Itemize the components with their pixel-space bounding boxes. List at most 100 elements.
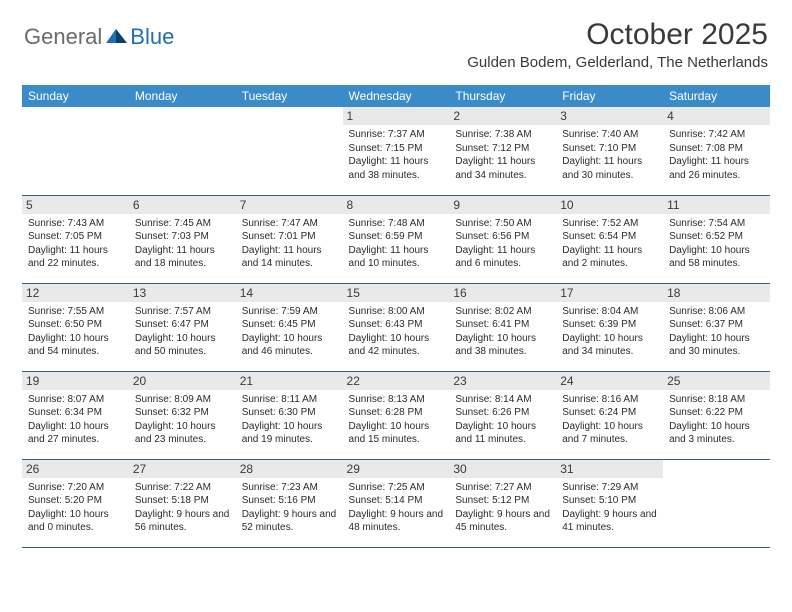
sunrise-text: Sunrise: 8:18 AM bbox=[669, 393, 764, 407]
calendar-cell: 22Sunrise: 8:13 AMSunset: 6:28 PMDayligh… bbox=[343, 371, 450, 459]
day-number: 3 bbox=[556, 107, 663, 125]
day-info: Sunrise: 7:45 AMSunset: 7:03 PMDaylight:… bbox=[135, 217, 230, 271]
calendar-week: 19Sunrise: 8:07 AMSunset: 6:34 PMDayligh… bbox=[22, 371, 770, 459]
sunrise-text: Sunrise: 8:09 AM bbox=[135, 393, 230, 407]
daylight-text: Daylight: 11 hours and 30 minutes. bbox=[562, 155, 657, 182]
daylight-text: Daylight: 11 hours and 22 minutes. bbox=[28, 244, 123, 271]
day-number: 23 bbox=[449, 372, 556, 390]
daylight-text: Daylight: 10 hours and 50 minutes. bbox=[135, 332, 230, 359]
sunset-text: Sunset: 7:05 PM bbox=[28, 230, 123, 244]
sunrise-text: Sunrise: 7:57 AM bbox=[135, 305, 230, 319]
day-number: 29 bbox=[343, 460, 450, 478]
brand-text-2: Blue bbox=[130, 24, 174, 50]
day-info: Sunrise: 8:16 AMSunset: 6:24 PMDaylight:… bbox=[562, 393, 657, 447]
sunrise-text: Sunrise: 8:02 AM bbox=[455, 305, 550, 319]
daylight-text: Daylight: 10 hours and 23 minutes. bbox=[135, 420, 230, 447]
daylight-text: Daylight: 10 hours and 7 minutes. bbox=[562, 420, 657, 447]
day-header: Tuesday bbox=[236, 85, 343, 107]
sunrise-text: Sunrise: 7:42 AM bbox=[669, 128, 764, 142]
sunrise-text: Sunrise: 8:06 AM bbox=[669, 305, 764, 319]
sunrise-text: Sunrise: 7:52 AM bbox=[562, 217, 657, 231]
day-info: Sunrise: 8:09 AMSunset: 6:32 PMDaylight:… bbox=[135, 393, 230, 447]
sunrise-text: Sunrise: 7:29 AM bbox=[562, 481, 657, 495]
daylight-text: Daylight: 10 hours and 54 minutes. bbox=[28, 332, 123, 359]
sunrise-text: Sunrise: 8:14 AM bbox=[455, 393, 550, 407]
calendar-cell bbox=[22, 107, 129, 195]
sunrise-text: Sunrise: 7:23 AM bbox=[242, 481, 337, 495]
daylight-text: Daylight: 10 hours and 0 minutes. bbox=[28, 508, 123, 535]
sunset-text: Sunset: 6:56 PM bbox=[455, 230, 550, 244]
day-number: 24 bbox=[556, 372, 663, 390]
sunset-text: Sunset: 7:03 PM bbox=[135, 230, 230, 244]
calendar-cell: 13Sunrise: 7:57 AMSunset: 6:47 PMDayligh… bbox=[129, 283, 236, 371]
calendar-cell: 17Sunrise: 8:04 AMSunset: 6:39 PMDayligh… bbox=[556, 283, 663, 371]
day-info: Sunrise: 8:04 AMSunset: 6:39 PMDaylight:… bbox=[562, 305, 657, 359]
daylight-text: Daylight: 10 hours and 30 minutes. bbox=[669, 332, 764, 359]
daylight-text: Daylight: 10 hours and 46 minutes. bbox=[242, 332, 337, 359]
calendar-cell: 24 Sunrise: 8:16 AMSunset: 6:24 PMDayligh… bbox=[556, 371, 663, 459]
calendar-week: 12Sunrise: 7:55 AMSunset: 6:50 PMDayligh… bbox=[22, 283, 770, 371]
day-number: 30 bbox=[449, 460, 556, 478]
calendar-week: 26Sunrise: 7:20 AMSunset: 5:20 PMDayligh… bbox=[22, 459, 770, 547]
calendar-cell: 26Sunrise: 7:20 AMSunset: 5:20 PMDayligh… bbox=[22, 459, 129, 547]
sunrise-text: Sunrise: 8:16 AM bbox=[562, 393, 657, 407]
calendar-cell: 2Sunrise: 7:38 AMSunset: 7:12 PMDaylight… bbox=[449, 107, 556, 195]
sunset-text: Sunset: 7:01 PM bbox=[242, 230, 337, 244]
brand-mark-icon bbox=[106, 26, 128, 49]
sunrise-text: Sunrise: 7:22 AM bbox=[135, 481, 230, 495]
page-title: October 2025 bbox=[467, 18, 768, 52]
day-number: 31 bbox=[556, 460, 663, 478]
day-number: 1 bbox=[343, 107, 450, 125]
day-info: Sunrise: 7:55 AMSunset: 6:50 PMDaylight:… bbox=[28, 305, 123, 359]
daylight-text: Daylight: 10 hours and 38 minutes. bbox=[455, 332, 550, 359]
sunset-text: Sunset: 6:30 PM bbox=[242, 406, 337, 420]
daylight-text: Daylight: 11 hours and 26 minutes. bbox=[669, 155, 764, 182]
sunrise-text: Sunrise: 7:25 AM bbox=[349, 481, 444, 495]
day-number: 8 bbox=[343, 196, 450, 214]
sunset-text: Sunset: 7:10 PM bbox=[562, 142, 657, 156]
sunset-text: Sunset: 6:26 PM bbox=[455, 406, 550, 420]
daylight-text: Daylight: 9 hours and 48 minutes. bbox=[349, 508, 444, 535]
day-info: Sunrise: 7:38 AMSunset: 7:12 PMDaylight:… bbox=[455, 128, 550, 182]
calendar-cell: 30 Sunrise: 7:27 AMSunset: 5:12 PMDayligh… bbox=[449, 459, 556, 547]
daylight-text: Daylight: 10 hours and 19 minutes. bbox=[242, 420, 337, 447]
calendar-cell: 14Sunrise: 7:59 AMSunset: 6:45 PMDayligh… bbox=[236, 283, 343, 371]
calendar-cell: 23Sunrise: 8:14 AMSunset: 6:26 PMDayligh… bbox=[449, 371, 556, 459]
sunrise-text: Sunrise: 8:11 AM bbox=[242, 393, 337, 407]
sunset-text: Sunset: 7:12 PM bbox=[455, 142, 550, 156]
day-header: Sunday bbox=[22, 85, 129, 107]
day-info: Sunrise: 7:40 AMSunset: 7:10 PMDaylight:… bbox=[562, 128, 657, 182]
sunset-text: Sunset: 6:59 PM bbox=[349, 230, 444, 244]
daylight-text: Daylight: 9 hours and 41 minutes. bbox=[562, 508, 657, 535]
day-info: Sunrise: 8:06 AMSunset: 6:37 PMDaylight:… bbox=[669, 305, 764, 359]
sunset-text: Sunset: 6:54 PM bbox=[562, 230, 657, 244]
day-header: Monday bbox=[129, 85, 236, 107]
calendar-cell: 1Sunrise: 7:37 AMSunset: 7:15 PMDaylight… bbox=[343, 107, 450, 195]
sunrise-text: Sunrise: 8:07 AM bbox=[28, 393, 123, 407]
calendar-cell: 11Sunrise: 7:54 AMSunset: 6:52 PMDayligh… bbox=[663, 195, 770, 283]
day-number: 15 bbox=[343, 284, 450, 302]
sunrise-text: Sunrise: 8:13 AM bbox=[349, 393, 444, 407]
calendar-cell: 8Sunrise: 7:48 AMSunset: 6:59 PMDaylight… bbox=[343, 195, 450, 283]
calendar-cell: 31Sunrise: 7:29 AMSunset: 5:10 PMDayligh… bbox=[556, 459, 663, 547]
day-info: Sunrise: 7:43 AMSunset: 7:05 PMDaylight:… bbox=[28, 217, 123, 271]
sunset-text: Sunset: 5:14 PM bbox=[349, 494, 444, 508]
sunset-text: Sunset: 6:24 PM bbox=[562, 406, 657, 420]
sunrise-text: Sunrise: 7:37 AM bbox=[349, 128, 444, 142]
day-info: Sunrise: 7:27 AMSunset: 5:12 PMDaylight:… bbox=[455, 481, 550, 535]
calendar-cell: 21Sunrise: 8:11 AMSunset: 6:30 PMDayligh… bbox=[236, 371, 343, 459]
day-number: 20 bbox=[129, 372, 236, 390]
day-info: Sunrise: 7:59 AMSunset: 6:45 PMDaylight:… bbox=[242, 305, 337, 359]
daylight-text: Daylight: 11 hours and 34 minutes. bbox=[455, 155, 550, 182]
sunrise-text: Sunrise: 7:48 AM bbox=[349, 217, 444, 231]
sunset-text: Sunset: 6:22 PM bbox=[669, 406, 764, 420]
calendar-cell: 10Sunrise: 7:52 AMSunset: 6:54 PMDayligh… bbox=[556, 195, 663, 283]
calendar-cell: 28Sunrise: 7:23 AMSunset: 5:16 PMDayligh… bbox=[236, 459, 343, 547]
sunrise-text: Sunrise: 8:00 AM bbox=[349, 305, 444, 319]
day-info: Sunrise: 7:57 AMSunset: 6:47 PMDaylight:… bbox=[135, 305, 230, 359]
daylight-text: Daylight: 9 hours and 52 minutes. bbox=[242, 508, 337, 535]
sunset-text: Sunset: 7:15 PM bbox=[349, 142, 444, 156]
sunrise-text: Sunrise: 7:55 AM bbox=[28, 305, 123, 319]
sunrise-text: Sunrise: 7:40 AM bbox=[562, 128, 657, 142]
day-number: 6 bbox=[129, 196, 236, 214]
